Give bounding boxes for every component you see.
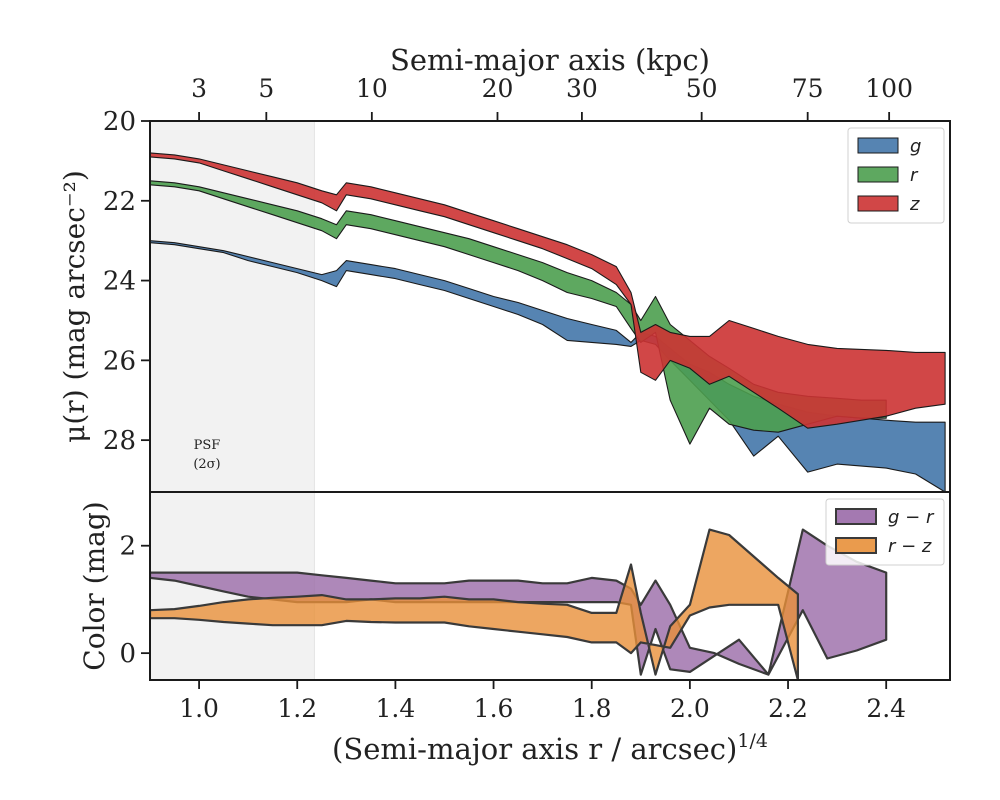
x-tick-label: 2.0: [670, 694, 710, 723]
legend-swatch: [835, 537, 877, 554]
y-axis-label: μ(r) (mag arcsec⁻²): [58, 170, 91, 443]
y-tick-label: 28: [103, 426, 136, 456]
x-tick-label: 2.2: [768, 694, 808, 723]
top-x-tick-label: 75: [792, 74, 824, 103]
band-z: [150, 152, 946, 429]
legend-swatch: [857, 166, 899, 183]
top-x-tick-label: 100: [865, 74, 913, 103]
y-tick-label: 20: [103, 107, 136, 137]
y-tick-label: 2: [119, 532, 136, 562]
legend-swatch: [835, 508, 877, 525]
x-tick-label: 1.4: [376, 694, 416, 723]
psf-sigma-label: (2σ): [193, 457, 220, 472]
band-rz: [150, 528, 799, 680]
top-axis-label: Semi-major axis (kpc): [390, 43, 710, 77]
panel-frame: [149, 491, 951, 681]
x-tick-label: 1.8: [572, 694, 612, 723]
legend-label: r: [910, 165, 919, 186]
psf-region: [149, 120, 315, 493]
surface-brightness-panel: 20 22 24 26 28 μ(r) (mag arcsec⁻²) 3 5 10 20 30 50 7…: [58, 74, 951, 493]
top-x-tick-label: 30: [566, 74, 598, 103]
legend-label: g − r: [888, 507, 935, 528]
band-g: [150, 240, 946, 492]
x-tick-label: 1.2: [277, 694, 317, 723]
y-tick-label: 22: [103, 187, 136, 217]
top-x-tick-label: 3: [191, 74, 207, 103]
legend-label: r − z: [888, 536, 932, 557]
legend-swatch: [857, 137, 899, 154]
y-axis-label: Color (mag): [78, 501, 111, 670]
top-x-tick-label: 5: [258, 74, 274, 103]
legend-label: z: [909, 194, 920, 215]
top-x-tick-label: 20: [482, 74, 514, 103]
y-tick-label: 26: [103, 346, 136, 376]
bottom-axis-label-main: (Semi-major axis r / arcsec): [332, 732, 737, 766]
y-tick-label: 24: [103, 267, 136, 297]
bottom-axis-label: (Semi-major axis r / arcsec)1/4: [332, 730, 768, 766]
bottom-axis-label-exponent: 1/4: [737, 730, 768, 752]
psf-label: PSF: [194, 438, 221, 453]
legend-swatch: [857, 195, 899, 212]
legend-label: g: [910, 136, 921, 157]
legend: g − r r − z: [825, 498, 945, 566]
top-x-tick-label: 10: [356, 74, 388, 103]
x-tick-label: 1.0: [179, 694, 219, 723]
legend: grz: [847, 127, 945, 224]
top-x-tick-label: 50: [686, 74, 718, 103]
x-tick-label: 1.6: [474, 694, 514, 723]
y-tick-label: 0: [119, 639, 136, 669]
color-panel: 0 2 Color (mag) 1.0 1.2 1.4 1.6 1.8 2.0 2.2 2.4 g −…: [78, 491, 951, 723]
x-tick-label: 2.4: [866, 694, 906, 723]
